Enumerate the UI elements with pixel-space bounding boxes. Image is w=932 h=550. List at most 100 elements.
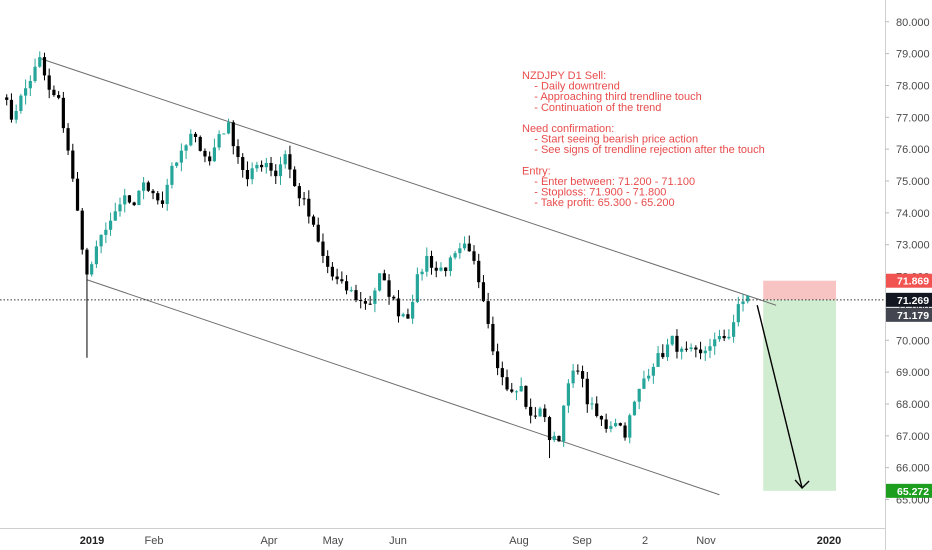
candle-body bbox=[108, 220, 113, 230]
target-arrow bbox=[756, 305, 810, 489]
price-tag-label: 71.869 bbox=[897, 276, 929, 288]
candle-body bbox=[127, 195, 132, 203]
candle-body bbox=[146, 182, 150, 191]
candle-body bbox=[330, 266, 334, 277]
candle-body bbox=[165, 184, 169, 204]
time-tick-label: Apr bbox=[260, 535, 277, 547]
candle-body bbox=[547, 417, 552, 441]
candle-body bbox=[250, 168, 254, 180]
candle-body bbox=[500, 368, 504, 378]
price-axis[interactable]: 65.00066.00067.00068.00069.00070.00071.0… bbox=[885, 0, 932, 550]
candle-body bbox=[132, 202, 136, 206]
time-tick-label: Feb bbox=[145, 535, 164, 547]
candle-body bbox=[47, 75, 51, 90]
candle-body bbox=[651, 366, 655, 376]
candle-body bbox=[151, 190, 155, 194]
candle-body bbox=[439, 267, 443, 271]
candle-body bbox=[656, 353, 660, 367]
candle-body bbox=[203, 150, 207, 157]
price-tick-label: 74.000 bbox=[896, 208, 930, 220]
time-tick-label: Nov bbox=[696, 535, 716, 547]
candle-body bbox=[302, 198, 306, 200]
candle-body bbox=[566, 383, 570, 406]
candle-body bbox=[486, 301, 490, 324]
annotation-line: - Daily downtrend bbox=[522, 81, 620, 93]
time-axis[interactable]: 2019 Feb Apr May Jun Aug Sep 2 Nov 2020 bbox=[0, 528, 885, 548]
candle-body bbox=[269, 162, 273, 171]
candle-body bbox=[354, 290, 358, 301]
candle-body bbox=[90, 264, 94, 275]
candle-body bbox=[75, 178, 80, 211]
candle-body bbox=[293, 169, 297, 187]
time-tick-label: Aug bbox=[509, 535, 529, 547]
candle-body bbox=[137, 190, 141, 206]
candle-body bbox=[61, 97, 65, 129]
candle-body bbox=[288, 154, 292, 170]
candle-body bbox=[448, 257, 452, 272]
candle-body bbox=[184, 145, 188, 151]
candle-body bbox=[99, 234, 103, 247]
candle-body bbox=[38, 57, 42, 67]
candle-body bbox=[198, 136, 202, 151]
candle-body bbox=[746, 295, 750, 302]
candle-body bbox=[708, 346, 712, 351]
time-tick-label: May bbox=[323, 535, 344, 547]
annotation-line: Entry: bbox=[522, 165, 551, 177]
candle-body bbox=[340, 279, 344, 282]
candle-body bbox=[189, 133, 193, 146]
trendline-lower bbox=[86, 279, 720, 496]
trendlines bbox=[39, 57, 777, 496]
price-tick-label: 67.000 bbox=[896, 431, 930, 443]
trendline-upper bbox=[39, 57, 777, 306]
candle-body bbox=[401, 314, 405, 317]
annotation-line: Need confirmation: bbox=[522, 123, 614, 135]
candle-body bbox=[156, 193, 160, 201]
candle-body bbox=[628, 415, 632, 438]
candle-body bbox=[519, 385, 523, 392]
candle-body bbox=[326, 255, 330, 267]
candle-body bbox=[297, 186, 301, 199]
price-tag-background bbox=[886, 292, 932, 307]
candle-body bbox=[123, 195, 127, 205]
candle-body bbox=[85, 249, 89, 275]
price-tick-label: 80.000 bbox=[896, 17, 930, 29]
candle-body bbox=[392, 296, 396, 299]
candle-body bbox=[604, 419, 608, 429]
candle-body bbox=[571, 370, 575, 384]
candle-body bbox=[80, 210, 84, 250]
candle-body bbox=[665, 344, 670, 358]
time-tick-label: 2019 bbox=[80, 535, 104, 547]
candle-body bbox=[453, 253, 457, 258]
candle-body bbox=[411, 301, 415, 319]
candle-body bbox=[609, 426, 613, 429]
annotation-line: NZDJPY D1 Sell: bbox=[522, 70, 606, 82]
candle-body bbox=[580, 371, 585, 379]
candle-body bbox=[226, 122, 231, 134]
candle-body bbox=[33, 66, 37, 81]
candle-body bbox=[680, 348, 684, 352]
take-profit-zone bbox=[763, 299, 836, 491]
candle-body bbox=[462, 243, 467, 249]
candle-body bbox=[618, 423, 622, 426]
candle-body bbox=[260, 164, 264, 168]
candle-body bbox=[684, 348, 688, 350]
candle-body bbox=[307, 198, 311, 217]
candle-body bbox=[514, 391, 519, 393]
candle-body bbox=[19, 95, 23, 111]
candles bbox=[5, 51, 750, 459]
candle-body bbox=[359, 300, 363, 302]
candle-body bbox=[236, 146, 240, 158]
candle-body bbox=[529, 406, 533, 416]
candle-body bbox=[5, 97, 9, 100]
candle-body bbox=[264, 162, 268, 168]
candle-body bbox=[614, 423, 618, 427]
price-tick-label: 77.000 bbox=[896, 112, 930, 124]
candle-body bbox=[510, 389, 514, 392]
candle-body bbox=[363, 301, 368, 304]
candle-body bbox=[212, 147, 216, 162]
candle-body bbox=[444, 267, 448, 272]
price-tag-background bbox=[886, 307, 932, 322]
time-tick-label: Jun bbox=[389, 535, 407, 547]
candle-body bbox=[66, 128, 70, 151]
